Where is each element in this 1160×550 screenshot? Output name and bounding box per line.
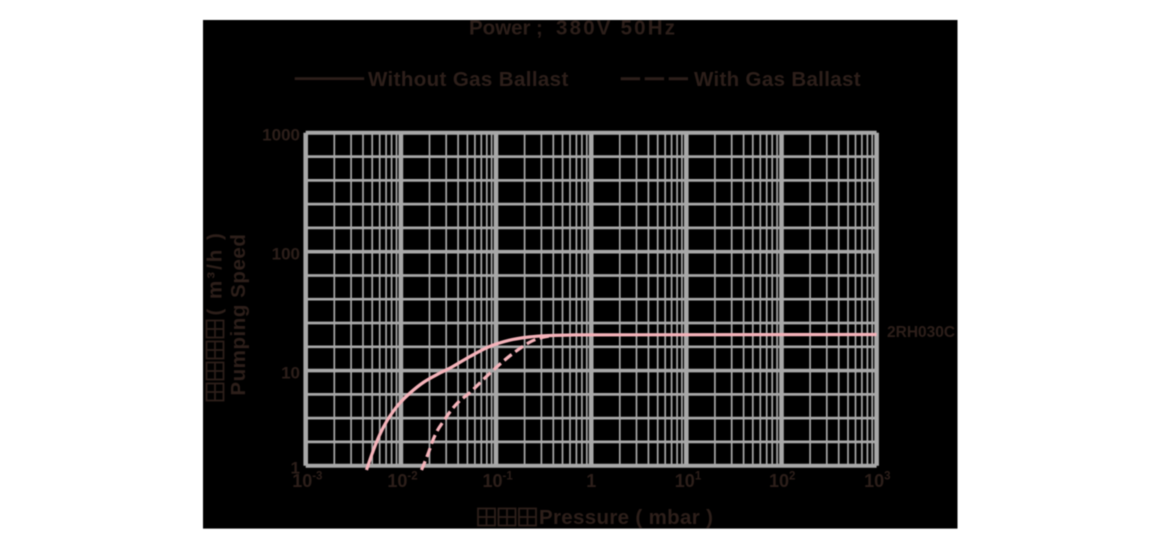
svg-text:100: 100 bbox=[272, 245, 300, 264]
svg-text:380V 50Hz: 380V 50Hz bbox=[556, 17, 677, 40]
svg-text:1: 1 bbox=[586, 471, 596, 491]
svg-text:2RH030C: 2RH030C bbox=[887, 324, 955, 341]
svg-text:Pressure ( mbar ): Pressure ( mbar ) bbox=[539, 506, 713, 529]
svg-text:;: ; bbox=[536, 17, 543, 40]
svg-text:Pumping Speed: Pumping Speed bbox=[227, 234, 250, 396]
svg-text:102: 102 bbox=[769, 471, 795, 492]
svg-text:1: 1 bbox=[291, 459, 300, 478]
svg-text:10: 10 bbox=[281, 363, 300, 382]
svg-text:With Gas Ballast: With Gas Ballast bbox=[694, 68, 861, 91]
svg-text:Power: Power bbox=[469, 17, 531, 40]
svg-text:1000: 1000 bbox=[262, 126, 300, 145]
svg-text:103: 103 bbox=[864, 471, 890, 492]
svg-text:Without Gas Ballast: Without Gas Ballast bbox=[368, 68, 569, 91]
svg-text:( m³/h ): ( m³/h ) bbox=[204, 231, 227, 315]
